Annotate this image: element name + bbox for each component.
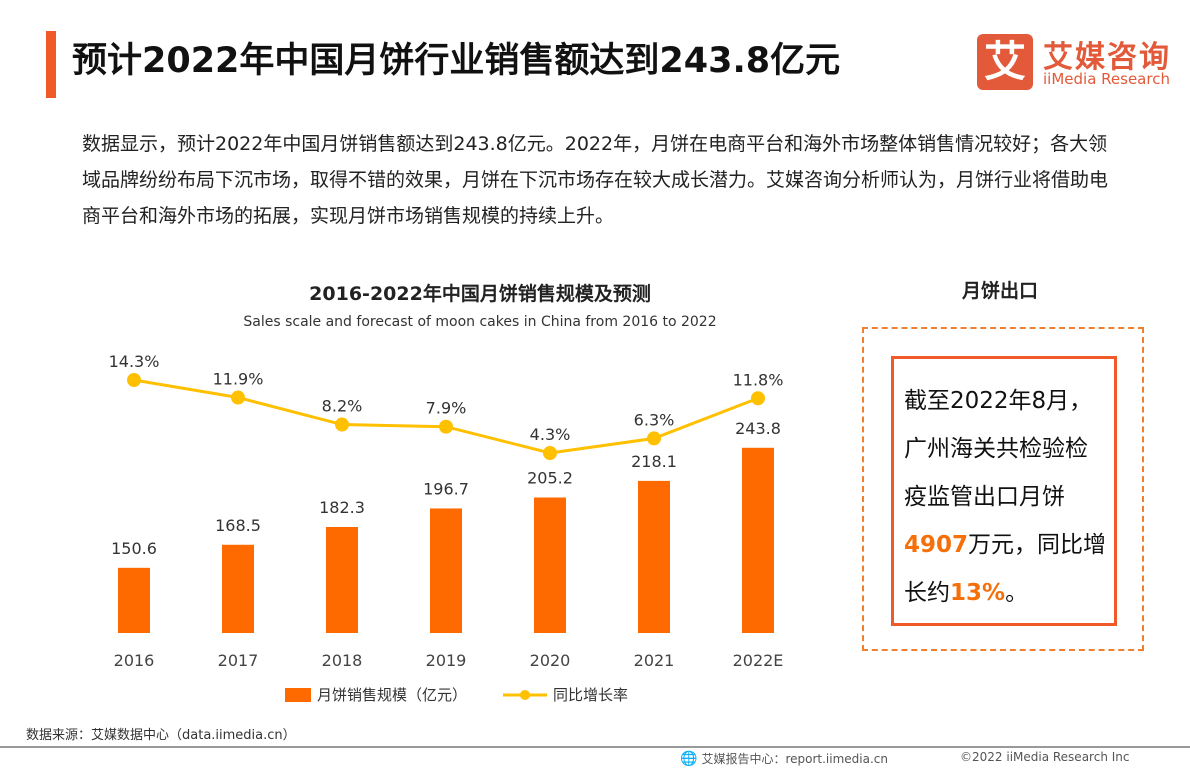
growth-point bbox=[439, 419, 453, 434]
logo-mark: 艾 bbox=[977, 34, 1033, 90]
bar bbox=[118, 567, 150, 633]
bar-label: 196.7 bbox=[423, 479, 469, 498]
x-tick-label: 2020 bbox=[530, 651, 571, 670]
growth-label: 11.9% bbox=[213, 370, 264, 389]
bar-label: 218.1 bbox=[631, 452, 677, 471]
chart-subtitle: Sales scale and forecast of moon cakes i… bbox=[243, 314, 717, 330]
growth-point bbox=[647, 431, 661, 446]
intro-paragraph: 数据显示，预计2022年中国月饼销售额达到243.8亿元。2022年，月饼在电商… bbox=[82, 133, 1109, 227]
legend-bar-label: 月饼销售规模（亿元） bbox=[317, 686, 468, 704]
growth-point bbox=[127, 373, 141, 387]
growth-point bbox=[231, 390, 245, 405]
footer-report: 🌐 艾媒报告中心：report.iimedia.cn bbox=[680, 750, 888, 767]
legend: 月饼销售规模（亿元） 同比增长率 bbox=[285, 684, 628, 705]
growth-label: 8.2% bbox=[322, 397, 363, 416]
bar bbox=[534, 497, 566, 633]
bar-label: 205.2 bbox=[527, 469, 573, 488]
growth-point bbox=[335, 417, 349, 432]
title-accent-bar bbox=[46, 31, 56, 98]
x-tick-label: 2021 bbox=[634, 651, 675, 670]
x-tick-label: 2018 bbox=[322, 651, 363, 670]
bar bbox=[326, 526, 358, 633]
legend-line-label: 同比增长率 bbox=[553, 686, 629, 704]
bar bbox=[638, 480, 670, 633]
callout-text-2: 万元，同比增长约 bbox=[904, 532, 1107, 606]
footer-copyright: ©2022 iiMedia Research Inc bbox=[960, 750, 1130, 764]
chart: 150.6 2016 168.5 2017 182.3 2018 196.7 2019 205.… bbox=[109, 352, 784, 670]
legend-bar-swatch bbox=[285, 687, 311, 702]
callout-value-1: 4907 bbox=[904, 532, 969, 558]
growth-label: 6.3% bbox=[634, 410, 675, 429]
growth-label: 4.3% bbox=[530, 425, 571, 444]
bar-label: 150.6 bbox=[111, 539, 157, 558]
bar bbox=[430, 508, 462, 633]
callout-text-3: 。 bbox=[1005, 580, 1029, 606]
growth-label: 14.3% bbox=[109, 352, 160, 371]
x-tick-label: 2016 bbox=[114, 651, 155, 670]
x-tick-label: 2019 bbox=[426, 651, 467, 670]
x-tick-label: 2022E bbox=[733, 651, 784, 670]
growth-label: 11.8% bbox=[733, 370, 784, 389]
growth-point bbox=[543, 446, 557, 460]
bar-label: 168.5 bbox=[215, 516, 261, 535]
logo: 艾 艾媒咨询 iiMedia Research bbox=[977, 32, 1190, 92]
page-title: 预计2022年中国月饼行业销售额达到243.8亿元 bbox=[72, 41, 841, 81]
growth-point bbox=[751, 391, 765, 406]
chart-title: 2016-2022年中国月饼销售规模及预测 bbox=[309, 283, 651, 305]
bar bbox=[742, 447, 774, 633]
dashed-frame bbox=[862, 327, 1144, 651]
callout-text-1: 截至2022年8月，广州海关共检验检疫监管出口月饼 bbox=[904, 388, 1093, 510]
growth-label: 7.9% bbox=[426, 399, 467, 418]
data-source: 数据来源：艾媒数据中心（data.iimedia.cn） bbox=[26, 728, 296, 743]
legend-line-swatch bbox=[503, 689, 548, 700]
x-tick-label: 2017 bbox=[218, 651, 259, 670]
footer-divider bbox=[0, 746, 1190, 748]
logo-en: iiMedia Research bbox=[1043, 70, 1170, 88]
side-title: 月饼出口 bbox=[961, 280, 1038, 302]
export-callout: 截至2022年8月，广州海关共检验检疫监管出口月饼 4907万元，同比增长约13%… bbox=[891, 356, 1117, 626]
globe-icon: 🌐 bbox=[680, 750, 698, 767]
footer-report-text[interactable]: 艾媒报告中心：report.iimedia.cn bbox=[701, 752, 888, 766]
logo-cn: 艾媒咨询 bbox=[1043, 40, 1171, 75]
bar bbox=[222, 544, 254, 633]
bar-label: 243.8 bbox=[735, 419, 781, 438]
bar-label: 182.3 bbox=[319, 498, 365, 517]
callout-value-2: 13% bbox=[950, 580, 1006, 606]
